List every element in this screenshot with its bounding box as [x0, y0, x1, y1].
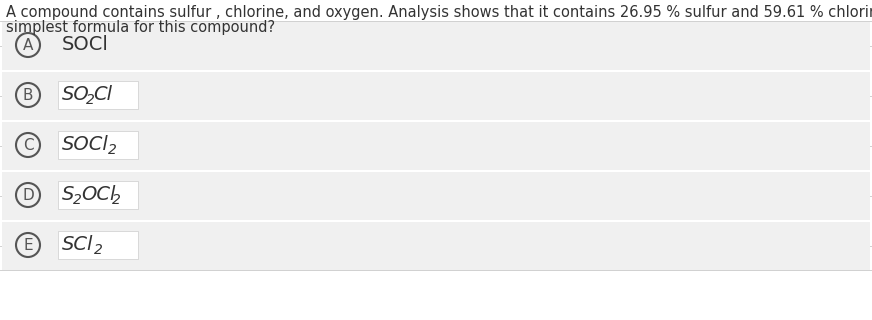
- Text: C: C: [23, 138, 33, 153]
- FancyBboxPatch shape: [2, 72, 870, 120]
- Text: simplest formula for this compound?: simplest formula for this compound?: [6, 20, 276, 35]
- FancyBboxPatch shape: [2, 172, 870, 220]
- Text: 2: 2: [73, 193, 82, 207]
- Text: Cl: Cl: [93, 85, 112, 105]
- Text: B: B: [23, 87, 33, 102]
- FancyBboxPatch shape: [58, 231, 138, 259]
- Text: S: S: [62, 186, 74, 204]
- Text: 2: 2: [108, 143, 117, 157]
- Text: 2: 2: [86, 93, 95, 107]
- Text: E: E: [24, 237, 33, 252]
- FancyBboxPatch shape: [58, 131, 138, 159]
- Text: SCl: SCl: [62, 236, 93, 254]
- Text: D: D: [22, 188, 34, 203]
- Text: SO: SO: [62, 85, 90, 105]
- Text: 2: 2: [94, 243, 103, 257]
- Text: SOCl: SOCl: [62, 135, 109, 155]
- FancyBboxPatch shape: [2, 122, 870, 170]
- Text: SOCl: SOCl: [62, 36, 109, 54]
- FancyBboxPatch shape: [58, 81, 138, 109]
- Text: A: A: [23, 37, 33, 52]
- Text: A compound contains sulfur , chlorine, and oxygen. Analysis shows that it contai: A compound contains sulfur , chlorine, a…: [6, 5, 872, 20]
- FancyBboxPatch shape: [2, 222, 870, 270]
- Text: 2: 2: [112, 193, 121, 207]
- FancyBboxPatch shape: [58, 181, 138, 209]
- Text: OCl: OCl: [81, 186, 115, 204]
- FancyBboxPatch shape: [2, 22, 870, 70]
